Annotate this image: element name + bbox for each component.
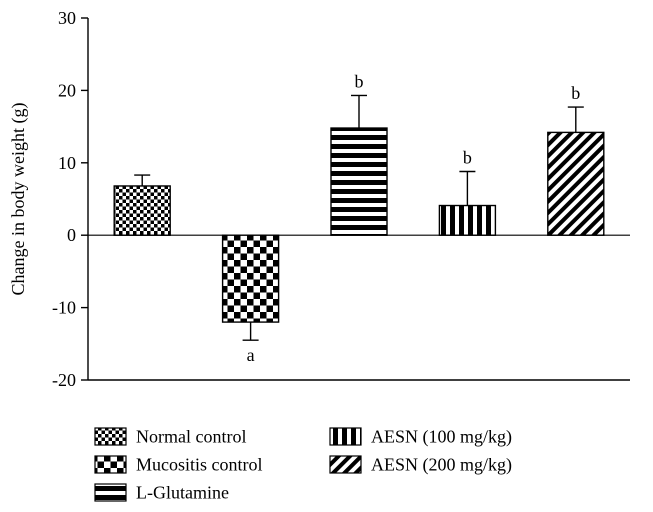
bar-aesn-100-mg-kg- [438,204,497,236]
y-tick-label: 10 [58,153,76,173]
legend-item: L-Glutamine [94,483,229,503]
axes: 30 20 10 0 -10 -20 [52,8,630,390]
legend-item: Mucositis control [94,455,263,475]
legend-swatch-checker-small-icon [94,427,127,446]
legend: Normal control Mucositis control L-Glutami… [94,427,512,503]
y-tick-label: 30 [58,8,76,28]
significance-label: a [247,345,255,365]
legend-label: L-Glutamine [136,483,229,503]
legend-swatch-hlines-icon [94,483,127,502]
bar-normal-control [113,185,171,236]
legend-label: AESN (200 mg/kg) [371,455,512,476]
significance-label: b [463,147,472,167]
legend-item: Normal control [94,427,246,447]
bar-aesn-200-mg-kg- [547,131,605,236]
y-tick-label: -20 [52,370,76,390]
bar-l-glutamine [330,127,388,236]
legend-label: Normal control [136,427,246,447]
bar-mucositis-control [221,234,280,323]
legend-item: AESN (200 mg/kg) [329,455,512,476]
y-axis-title: Change in body weight (g) [8,103,29,296]
y-tick-label: 0 [67,225,76,245]
bars: a b b b [113,71,605,365]
y-tick-label: 20 [58,80,76,100]
significance-label: b [355,71,364,91]
legend-label: Mucositis control [136,455,263,475]
legend-swatch-diag-icon [329,455,362,474]
legend-swatch-checker-large-icon [94,455,127,474]
legend-item: AESN (100 mg/kg) [329,427,512,448]
legend-swatch-vlines-icon [329,427,362,446]
y-tick-label: -10 [52,298,76,318]
significance-label: b [571,83,580,103]
legend-label: AESN (100 mg/kg) [371,427,512,448]
